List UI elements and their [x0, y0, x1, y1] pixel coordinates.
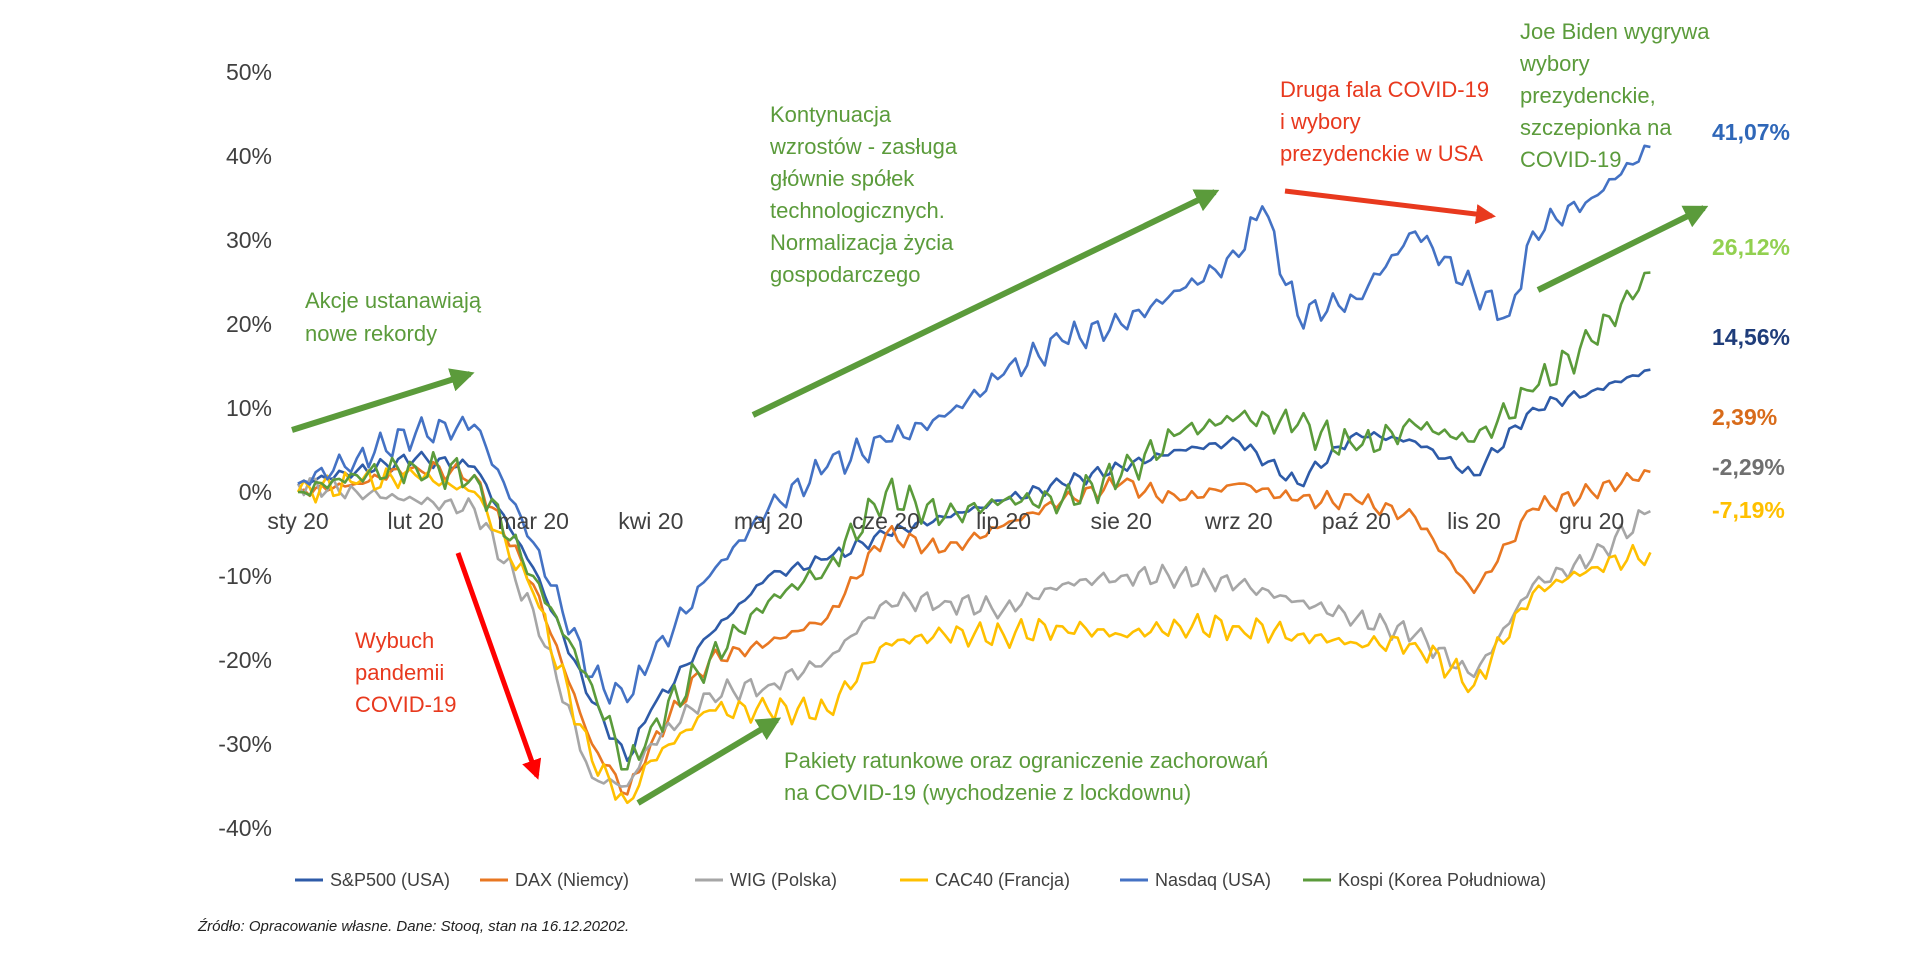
- y-tick-label: -10%: [218, 563, 272, 589]
- end-value-label: 26,12%: [1712, 234, 1790, 260]
- x-tick-label: maj 20: [734, 508, 803, 534]
- series-line: [297, 368, 1651, 763]
- legend: S&P500 (USA) DAX (Niemcy) WIG (Polska) CAC4…: [295, 870, 1546, 890]
- series-line: [296, 477, 1651, 788]
- series-line: [297, 144, 1651, 705]
- end-labels: 14,56% 2,39% -2,29% -7,19% 41,07% 26,12%: [1712, 119, 1790, 523]
- x-tick-label: gru 20: [1559, 508, 1624, 534]
- legend-label: S&P500 (USA): [330, 870, 450, 890]
- y-tick-label: 50%: [226, 59, 272, 85]
- anno-pakiety: Pakiety ratunkowe oraz ograniczenie zach…: [784, 748, 1274, 805]
- end-value-label: 41,07%: [1712, 119, 1790, 145]
- legend-label: CAC40 (Francja): [935, 870, 1070, 890]
- x-tick-label: sie 20: [1091, 508, 1152, 534]
- x-tick-label: mar 20: [497, 508, 569, 534]
- anno-rekordy: Akcje ustanawiają nowe rekordy: [305, 288, 487, 346]
- y-tick-label: -20%: [218, 647, 272, 673]
- arrow-pakiety: [636, 717, 782, 806]
- x-tick-label: sty 20: [267, 508, 328, 534]
- x-tick-label: lut 20: [387, 508, 443, 534]
- y-tick-label: -30%: [218, 731, 272, 757]
- end-value-label: -2,29%: [1712, 454, 1785, 480]
- x-axis: sty 20 lut 20 mar 20 kwi 20 maj 20 cze 20 lip …: [267, 508, 1624, 534]
- x-tick-label: lip 20: [976, 508, 1031, 534]
- arrow-biden: [1536, 205, 1709, 293]
- legend-label: Kospi (Korea Południowa): [1338, 870, 1546, 890]
- y-tick-label: -40%: [218, 815, 272, 841]
- arrow-rekordy: [291, 368, 475, 433]
- anno-kontynuacja: Kontynuacja wzrostów - zasługa głównie s…: [769, 102, 963, 287]
- y-tick-label: 30%: [226, 227, 272, 253]
- series-line: [297, 271, 1651, 771]
- x-tick-label: cze 20: [852, 508, 920, 534]
- y-tick-label: 0%: [239, 479, 272, 505]
- end-value-label: -7,19%: [1712, 497, 1785, 523]
- arrow-druga-fala: [1284, 188, 1496, 225]
- series-line: [296, 467, 1652, 805]
- legend-label: DAX (Niemcy): [515, 870, 629, 890]
- x-tick-label: wrz 20: [1204, 508, 1273, 534]
- arrow-kontynuacja: [751, 189, 1220, 418]
- legend-label: Nasdaq (USA): [1155, 870, 1271, 890]
- y-axis: 50% 40% 30% 20% 10% 0% -10% -20% -30% -40%: [218, 59, 272, 841]
- arrow-pandemia: [455, 552, 542, 780]
- anno-druga-fala: Druga fala COVID-19 i wybory prezydencki…: [1280, 77, 1495, 166]
- legend-label: WIG (Polska): [730, 870, 837, 890]
- x-tick-label: kwi 20: [618, 508, 683, 534]
- anno-biden: Joe Biden wygrywa wybory prezydenckie, s…: [1519, 19, 1716, 172]
- end-value-label: 2,39%: [1712, 404, 1777, 430]
- y-tick-label: 20%: [226, 311, 272, 337]
- anno-pandemia: Wybuch pandemii COVID-19: [355, 628, 456, 717]
- y-tick-label: 10%: [226, 395, 272, 421]
- annotation-texts: Akcje ustanawiają nowe rekordy Wybuch pa…: [305, 19, 1716, 805]
- y-tick-label: 40%: [226, 143, 272, 169]
- x-tick-label: lis 20: [1447, 508, 1501, 534]
- source-note: Źródło: Opracowanie własne. Dane: Stooq,…: [198, 918, 630, 935]
- end-value-label: 14,56%: [1712, 324, 1790, 350]
- annotation-arrows: [291, 188, 1709, 806]
- series-layer: [296, 144, 1652, 805]
- x-tick-label: paź 20: [1322, 508, 1391, 534]
